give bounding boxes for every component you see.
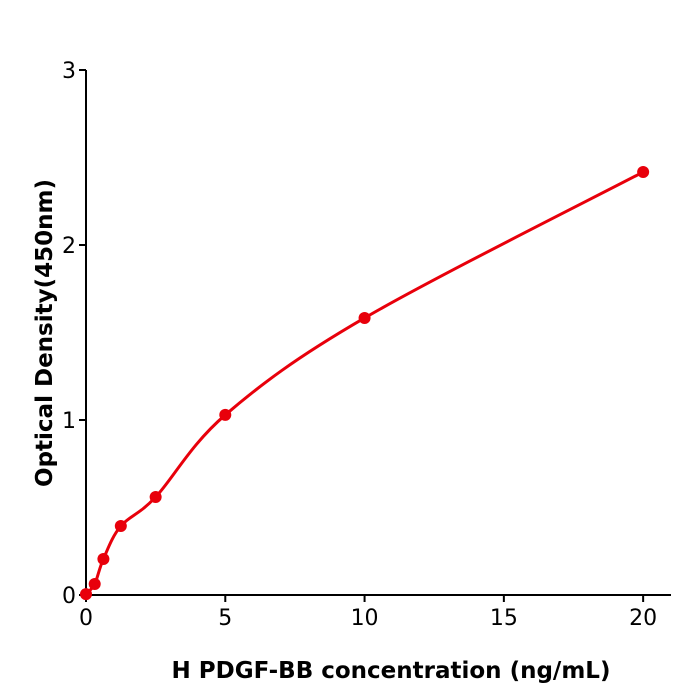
x-tick-label: 10 xyxy=(351,606,379,631)
data-point xyxy=(149,491,162,503)
x-axis-label: H PDGF-BB concentration (ng/mL) xyxy=(172,658,611,684)
x-tick-label: 5 xyxy=(218,606,232,631)
y-tick-label: 0 xyxy=(62,584,76,609)
data-point xyxy=(219,408,232,421)
axes: 0 5 10 15 20 0 1 2 3 xyxy=(62,59,671,631)
fit-curve xyxy=(84,170,644,596)
data-point xyxy=(358,311,371,324)
y-axis-label: Optical Density(450nm) xyxy=(32,179,58,487)
data-point xyxy=(80,588,92,601)
y-tick-label: 1 xyxy=(62,409,76,434)
data-point xyxy=(114,520,127,533)
x-tick-label: 20 xyxy=(629,606,657,631)
data-point xyxy=(88,577,101,590)
data-point xyxy=(637,166,650,179)
x-tick-label: 15 xyxy=(490,606,518,631)
y-tick-label: 2 xyxy=(62,234,76,259)
x-tick-label: 0 xyxy=(79,606,93,631)
y-tick-label: 3 xyxy=(62,59,76,84)
data-point xyxy=(97,552,110,565)
data-marks xyxy=(80,166,650,601)
